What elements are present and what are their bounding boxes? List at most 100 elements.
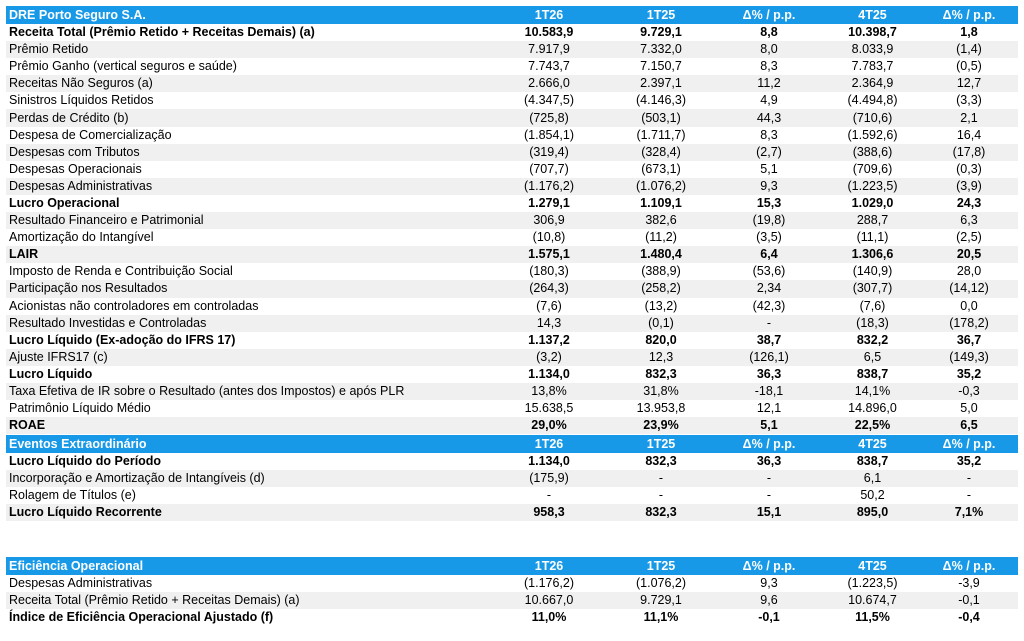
cell-value: (19,8) bbox=[713, 212, 825, 230]
cell-value: (1.176,2) bbox=[489, 177, 609, 195]
cell-value: 1.137,2 bbox=[528, 332, 570, 347]
table-row: Lucro Líquido 1.134,0 832,3 36,3 838,7 35,2 bbox=[6, 366, 1018, 383]
cell-value: 36,3 bbox=[756, 454, 782, 469]
cell-value: 5,1 bbox=[760, 161, 778, 176]
cell-value: 5,1 bbox=[713, 417, 825, 435]
row-label: Amortização do Intangível bbox=[9, 230, 154, 245]
table-row: Prêmio Retido 7.917,9 7.332,0 8,0 8.033,9 (1,… bbox=[6, 41, 1018, 59]
cell-value: 12,1 bbox=[756, 401, 782, 416]
section-title: DRE Porto Seguro S.A. bbox=[6, 6, 489, 24]
cell-value: 36,7 bbox=[956, 332, 982, 347]
row-label: Acionistas não controladores em controla… bbox=[9, 298, 259, 313]
cell-value: (42,3) bbox=[752, 298, 786, 313]
table-row: Incorporação e Amortização de Intangívei… bbox=[6, 470, 1018, 488]
column-header: 4T25 bbox=[825, 435, 920, 453]
cell-value: (1.592,6) bbox=[847, 127, 898, 142]
row-label: Receitas Não Seguros (a) bbox=[6, 75, 489, 93]
row-label: Prêmio Ganho (vertical seguros e saúde) bbox=[9, 59, 237, 74]
cell-value: (126,1) bbox=[713, 348, 825, 366]
cell-value: 20,5 bbox=[920, 246, 1018, 264]
cell-value: 5,0 bbox=[960, 401, 978, 416]
table-row: ROAE 29,0% 23,9% 5,1 22,5% 6,5 bbox=[6, 417, 1018, 435]
cell-value: -0,4 bbox=[958, 610, 980, 625]
cell-value: (2,5) bbox=[956, 230, 982, 245]
cell-value: 958,3 bbox=[489, 504, 609, 522]
cell-value: 12,3 bbox=[609, 348, 713, 366]
cell-value: (1,4) bbox=[920, 41, 1018, 59]
table-row: Amortização do Intangível (10,8) (11,2) (3,… bbox=[6, 229, 1018, 246]
column-header: Δ% / p.p. bbox=[920, 557, 1018, 575]
column-header: Δ% / p.p. bbox=[713, 435, 825, 453]
cell-value: (388,9) bbox=[641, 264, 681, 279]
cell-value: 2,34 bbox=[713, 280, 825, 298]
column-header: Δ% / p.p. bbox=[713, 6, 825, 24]
table-row: Ajuste IFRS17 (c) (3,2) 12,3 (126,1) 6,5 (149… bbox=[6, 348, 1018, 366]
cell-value: 24,3 bbox=[956, 195, 982, 210]
cell-value: 2,1 bbox=[920, 109, 1018, 127]
cell-value: 895,0 bbox=[825, 504, 920, 522]
table-row: Despesas com Tributos (319,4) (328,4) (2,7)… bbox=[6, 143, 1018, 161]
cell-value: 9.729,1 bbox=[640, 25, 682, 40]
cell-value: 1.134,0 bbox=[528, 366, 570, 381]
table-row: LAIR 1.575,1 1.480,4 6,4 1.306,6 20,5 bbox=[6, 246, 1018, 264]
row-label: Índice de Eficiência Operacional Ajustad… bbox=[9, 610, 274, 625]
table-row: Rolagem de Títulos (e) - - - 50,2 - bbox=[6, 487, 1018, 504]
table-row: Receitas Não Seguros (a) 2.666,0 2.397,1 11… bbox=[6, 75, 1018, 93]
cell-value: 838,7 bbox=[856, 366, 889, 381]
cell-value: 1.279,1 bbox=[528, 195, 570, 210]
cell-value: (1.176,2) bbox=[523, 576, 575, 591]
cell-value: (53,6) bbox=[752, 264, 786, 279]
cell-value: 7,1% bbox=[920, 504, 1018, 522]
table-row: Lucro Operacional 1.279,1 1.109,1 15,3 1.029… bbox=[6, 195, 1018, 212]
cell-value: 36,3 bbox=[756, 366, 782, 381]
cell-value: 23,9% bbox=[609, 417, 713, 435]
section-title: Eventos Extraordinário bbox=[6, 435, 489, 453]
row-label: Lucro Líquido do Período bbox=[9, 454, 162, 469]
eficiencia-operacional-table: Eficiência Operacional 1T26 1T25 Δ% / p.p. 4… bbox=[6, 557, 1018, 626]
cell-value: (4.347,5) bbox=[523, 93, 575, 108]
row-label: Sinistros Líquidos Retidos bbox=[9, 93, 154, 108]
cell-value: 8,8 bbox=[760, 25, 778, 40]
cell-value: 288,7 bbox=[825, 212, 920, 230]
column-header: 4T25 bbox=[825, 6, 920, 24]
column-header: 1T26 bbox=[489, 6, 609, 24]
cell-value: 7.150,7 bbox=[640, 59, 682, 74]
table-header-row: Eventos Extraordinário 1T26 1T25 Δ% / p.p. 4… bbox=[6, 435, 1018, 453]
cell-value: 7.743,7 bbox=[528, 59, 570, 74]
cell-value: (1.711,7) bbox=[636, 127, 686, 142]
cell-value: 13.953,8 bbox=[636, 401, 686, 416]
cell-value: (1.223,5) bbox=[847, 576, 898, 591]
cell-value: 4,9 bbox=[760, 93, 778, 108]
cell-value: 10.583,9 bbox=[524, 25, 574, 40]
cell-value: 29,0% bbox=[489, 417, 609, 435]
cell-value: 11,0% bbox=[531, 610, 567, 625]
row-label: LAIR bbox=[6, 246, 489, 264]
cell-value: (1.076,2) bbox=[609, 177, 713, 195]
row-label: Incorporação e Amortização de Intangívei… bbox=[6, 470, 489, 488]
cell-value: - bbox=[713, 470, 825, 488]
cell-value: 8.033,9 bbox=[825, 41, 920, 59]
cell-value: 11,2 bbox=[713, 75, 825, 93]
row-label: Despesas Administrativas bbox=[6, 177, 489, 195]
column-header: Δ% / p.p. bbox=[920, 435, 1018, 453]
cell-value: (149,3) bbox=[920, 348, 1018, 366]
cell-value: 10.674,7 bbox=[825, 592, 920, 610]
cell-value: 11,5% bbox=[855, 610, 890, 625]
cell-value: (13,2) bbox=[644, 298, 678, 313]
cell-value: (2,7) bbox=[713, 143, 825, 161]
cell-value: (388,6) bbox=[825, 143, 920, 161]
column-header: Δ% / p.p. bbox=[713, 557, 825, 575]
cell-value: (4.494,8) bbox=[847, 93, 898, 108]
row-label: Receita Total (Prêmio Retido + Receitas … bbox=[6, 592, 489, 610]
cell-value: 1.575,1 bbox=[489, 246, 609, 264]
cell-value: 832,2 bbox=[856, 332, 889, 347]
cell-value: 6,4 bbox=[713, 246, 825, 264]
cell-value: (7,6) bbox=[536, 298, 562, 313]
cell-value: (0,5) bbox=[956, 59, 982, 74]
section-title: Eficiência Operacional bbox=[6, 557, 489, 575]
cell-value: 9,3 bbox=[713, 177, 825, 195]
cell-value: 306,9 bbox=[489, 212, 609, 230]
cell-value: -0,1 bbox=[758, 610, 780, 625]
cell-value: 11,1% bbox=[643, 610, 679, 625]
cell-value: 2.397,1 bbox=[609, 75, 713, 93]
